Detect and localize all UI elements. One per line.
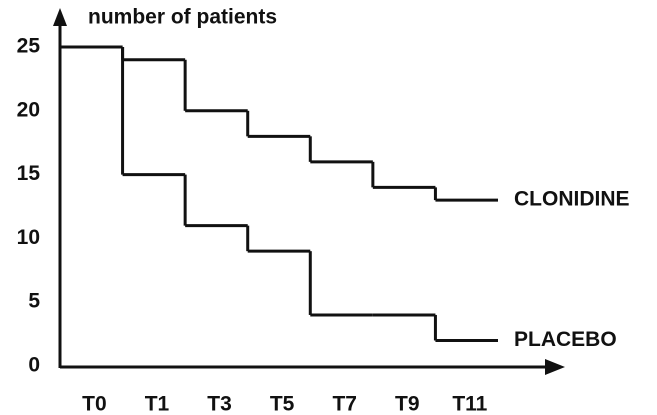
y-axis-label: number of patients: [88, 6, 277, 29]
x-tick-label: T1: [145, 393, 170, 415]
series-label: CLONIDINE: [514, 188, 630, 211]
x-tick-label: T5: [270, 393, 295, 415]
x-tick-label: T3: [207, 393, 232, 415]
y-tick-label: 10: [17, 226, 40, 249]
y-tick-label: 20: [17, 98, 40, 121]
x-tick-label: T11: [452, 393, 487, 415]
series-label: PLACEBO: [514, 328, 617, 351]
x-tick-label: T0: [82, 393, 107, 415]
y-tick-label: 5: [28, 290, 40, 313]
x-tick-label: T7: [332, 393, 357, 415]
y-tick-label: 25: [17, 35, 41, 58]
y-tick-label: 15: [17, 162, 41, 185]
x-axis-arrow: [545, 359, 565, 375]
x-tick-label: T9: [395, 393, 420, 415]
y-tick-label: 0: [28, 354, 40, 377]
y-axis-arrow: [53, 8, 67, 26]
